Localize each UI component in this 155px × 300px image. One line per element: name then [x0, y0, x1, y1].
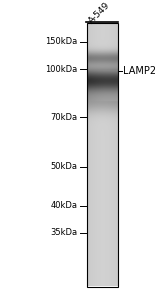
Text: 50kDa: 50kDa — [51, 162, 78, 171]
Text: LAMP2: LAMP2 — [123, 65, 155, 76]
Bar — [87, 22, 118, 286]
Text: 40kDa: 40kDa — [51, 201, 78, 210]
Text: 70kDa: 70kDa — [50, 112, 78, 122]
Text: 35kDa: 35kDa — [50, 228, 78, 237]
Text: A-549: A-549 — [87, 1, 112, 26]
Text: 100kDa: 100kDa — [45, 64, 78, 74]
Text: 150kDa: 150kDa — [45, 38, 78, 46]
